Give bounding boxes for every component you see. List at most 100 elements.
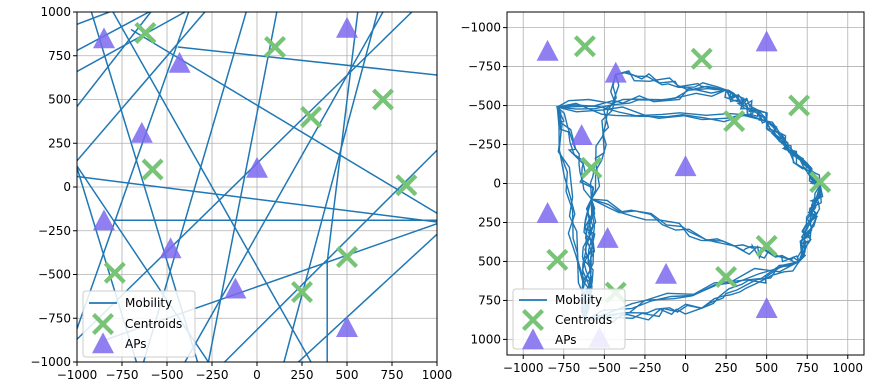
ap-marker	[755, 297, 778, 319]
centroid-marker	[788, 94, 811, 117]
mobility-segment	[77, 12, 206, 162]
y-tick-label: 0	[63, 180, 71, 194]
mobility-segment	[77, 12, 190, 329]
y-tick-label: −1000	[30, 355, 71, 369]
centroid-marker	[755, 234, 778, 257]
centroid-marker	[264, 36, 286, 58]
ap-marker	[755, 30, 778, 52]
y-tick-label: 750	[48, 49, 71, 63]
ap-marker	[130, 121, 153, 143]
x-tick-label: 250	[291, 368, 314, 382]
ap-marker	[570, 124, 593, 145]
y-tick-label: 750	[478, 293, 501, 307]
y-tick-label: −750	[468, 60, 501, 74]
legend-label-centroids: Centroids	[125, 317, 182, 331]
y-tick-label: −500	[38, 268, 71, 282]
y-tick-label: 500	[48, 93, 71, 107]
centroid-marker	[690, 47, 713, 70]
y-tick-label: 0	[493, 177, 501, 191]
ap-marker	[224, 277, 247, 299]
x-tick-label: 500	[336, 368, 359, 382]
mobility-path	[555, 87, 822, 322]
mobility-segment	[207, 12, 278, 362]
x-tick-label: −1000	[57, 368, 98, 382]
centroid-marker	[395, 174, 418, 197]
ap-marker	[336, 316, 358, 337]
centroid-marker	[546, 248, 569, 271]
mobility-path	[555, 89, 821, 322]
centroid-marker	[300, 106, 322, 128]
centroid-marker	[372, 88, 394, 111]
centroid-marker	[573, 35, 596, 58]
mobility-segment	[297, 233, 437, 362]
x-tick-label: −750	[106, 368, 139, 382]
legend-centroids-swatch	[522, 309, 544, 331]
mobility-segment	[77, 12, 150, 52]
ap-marker	[93, 27, 115, 49]
x-tick-label: −250	[628, 361, 661, 375]
ap-marker	[674, 155, 697, 177]
ap-marker	[93, 209, 115, 231]
x-tick-label: 250	[715, 361, 738, 375]
legend: Mobility Centroids APs	[82, 290, 196, 358]
x-tick-label: −750	[547, 361, 580, 375]
centroid-marker	[715, 266, 738, 289]
mobility-path	[581, 71, 821, 322]
mobility-segment	[77, 175, 437, 223]
legend-label-mobility: Mobility	[555, 293, 602, 307]
centroid-marker	[809, 170, 832, 193]
x-tick-label: 750	[381, 368, 404, 382]
y-tick-label: −750	[38, 311, 71, 325]
y-tick-label: −250	[38, 224, 71, 238]
legend-aps-swatch	[92, 332, 114, 354]
legend-centroids-swatch	[92, 313, 114, 335]
x-tick-label: −500	[151, 368, 184, 382]
x-tick-label: 750	[796, 361, 819, 375]
right-panel: −1000 −750 −500 −250 0 250 500 750 1000100075050…	[460, 11, 865, 375]
mobility-path	[583, 71, 821, 323]
x-tick-label: −1000	[503, 361, 544, 375]
ap-marker	[536, 39, 559, 61]
y-tick-label: 1000	[40, 5, 71, 19]
legend-label-aps: APs	[125, 337, 147, 351]
left-panel: −1000 −750 −500 −250 0 250 500 750 1000 1000 750 50…	[30, 5, 452, 382]
x-tick-label: −250	[196, 368, 229, 382]
legend-label-centroids: Centroids	[555, 313, 612, 327]
x-tick-label: 500	[755, 361, 778, 375]
centroid-marker	[134, 22, 157, 44]
centroid-marker	[723, 110, 746, 133]
y-tick-label: 500	[478, 254, 501, 268]
legend-label-mobility: Mobility	[125, 296, 172, 310]
y-tick-label: 1000	[470, 332, 501, 346]
x-tick-label: 0	[253, 368, 261, 382]
centroid-marker	[291, 281, 313, 303]
legend-box	[512, 288, 626, 350]
ap-marker	[159, 237, 182, 259]
y-tick-label: −250	[468, 138, 501, 152]
x-tick-label: 1000	[832, 361, 863, 375]
legend-label-aps: APs	[555, 333, 577, 347]
ap-marker	[336, 16, 358, 38]
mobility-segment	[283, 12, 379, 362]
x-tick-label: 0	[682, 361, 690, 375]
mobility-segment	[112, 12, 312, 362]
mobility-segment	[77, 12, 186, 73]
mobility-segment	[224, 149, 437, 362]
ap-marker	[536, 202, 559, 223]
centroid-marker	[580, 156, 603, 179]
mobility-path	[556, 85, 822, 323]
mobility-segment	[177, 46, 437, 76]
legend: Mobility Centroids APs	[512, 288, 626, 350]
legend-aps-swatch	[522, 328, 544, 350]
ap-marker	[246, 156, 268, 178]
ap-marker	[596, 226, 619, 248]
x-tick-label: 1000	[422, 368, 453, 382]
ap-marker	[168, 51, 191, 73]
y-tick-label: 250	[478, 215, 501, 229]
legend-box	[82, 290, 196, 358]
plot-area	[536, 30, 832, 348]
y-tick-label: −1000	[460, 21, 501, 35]
x-tick-label: −500	[588, 361, 621, 375]
ap-marker	[655, 262, 678, 284]
